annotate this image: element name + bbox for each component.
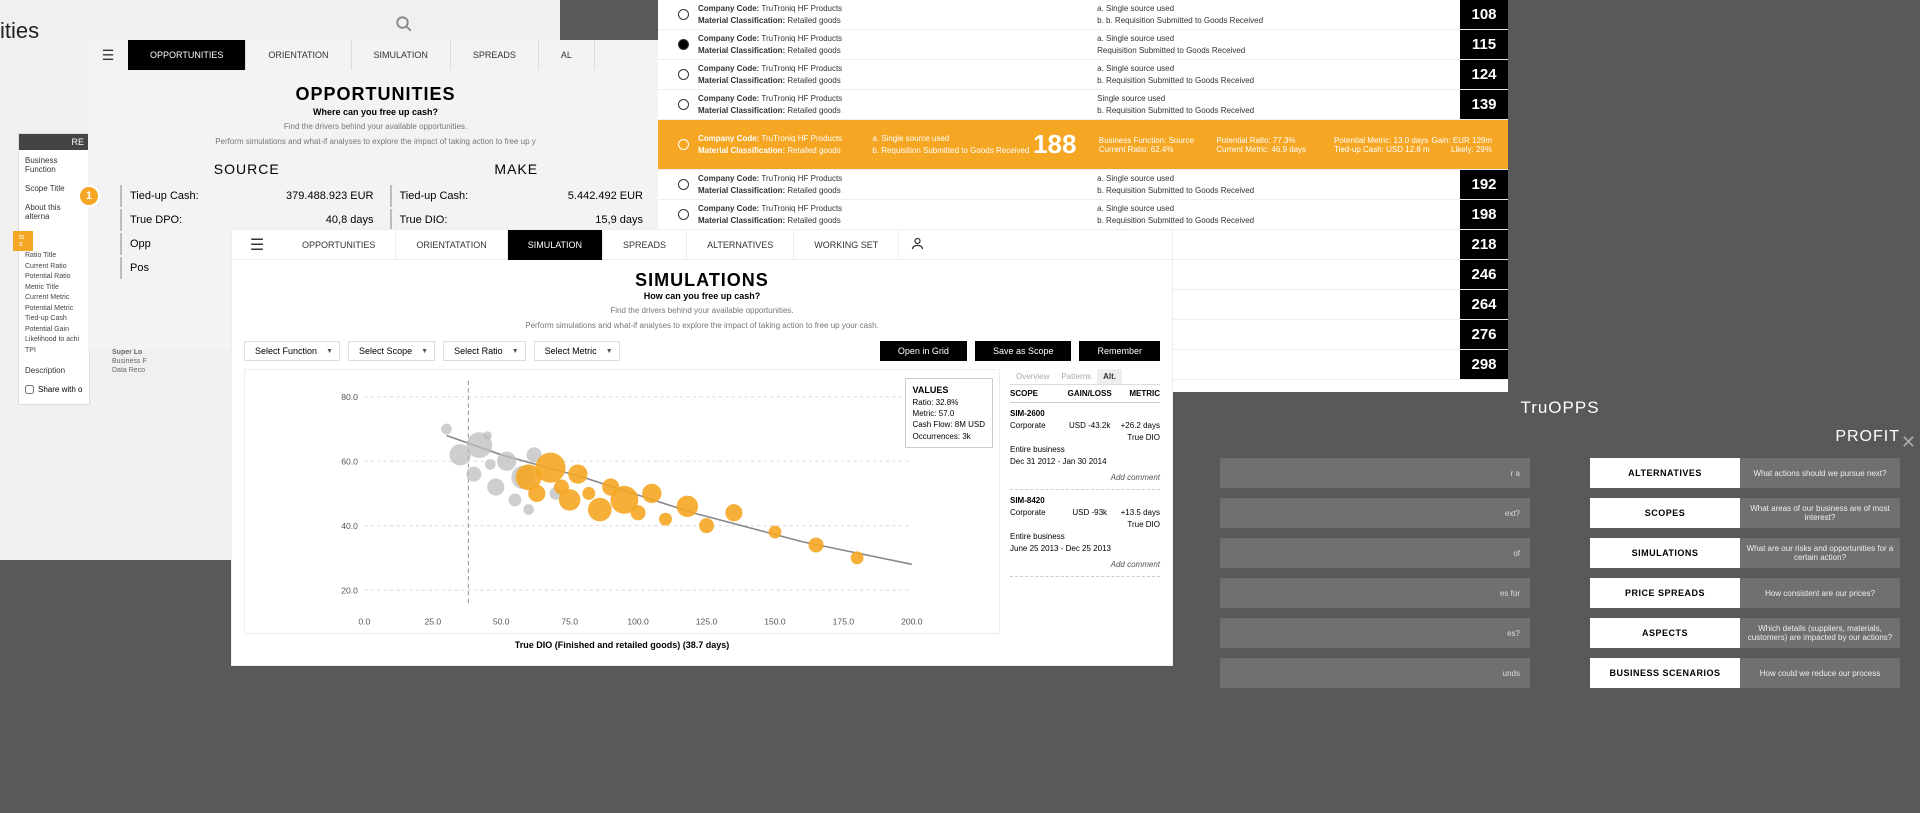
about-label: About this alterna (25, 203, 83, 221)
sim-desc1: Find the drivers behind your available o… (232, 305, 1172, 316)
sim-card[interactable]: SIM-8420 CorporateUSD -93k+13.5 days Tru… (1010, 490, 1160, 577)
req-row[interactable]: Company Code: TruTroniq HF ProductsMater… (658, 90, 1508, 120)
detail-sidebar: RE Business Function Scope Title About t… (18, 133, 90, 405)
svg-text:20.0: 20.0 (341, 586, 358, 596)
select-function[interactable]: Select Function (244, 341, 340, 361)
opp-title: OPPORTUNITIES (88, 84, 663, 105)
side-header: SCOPEGAIN/LOSSMETRIC (1010, 385, 1160, 403)
side-tab-alt[interactable]: Alt. (1097, 369, 1122, 384)
sim-toolbar: Select Function Select Scope Select Rati… (232, 337, 1172, 365)
tab-al[interactable]: AL (539, 40, 595, 70)
svg-text:75.0: 75.0 (561, 617, 578, 627)
sidebar-fields: Ratio TitleCurrent RatioPotential RatioM… (25, 251, 83, 356)
sim-sidepanel: Overview Patterns Alt. SCOPEGAIN/LOSSMET… (1010, 369, 1160, 656)
nav-card[interactable]: BUSINESS SCENARIOSHow could we reduce ou… (1590, 658, 1900, 688)
req-row[interactable]: Company Code: TruTroniq HF ProductsMater… (658, 200, 1508, 230)
req-row-highlighted[interactable]: Company Code: TruTroniq HF ProductsMater… (658, 120, 1508, 170)
side-tab-overview[interactable]: Overview (1010, 369, 1055, 384)
svg-text:60.0: 60.0 (341, 457, 358, 467)
select-scope[interactable]: Select Scope (348, 341, 435, 361)
sidebar-header: RE (19, 134, 89, 150)
svg-text:40.0: 40.0 (341, 521, 358, 531)
tab-simulation[interactable]: SIMULATION (508, 230, 603, 260)
sim-header: SIMULATIONS How can you free up cash? Fi… (232, 260, 1172, 337)
remember-button[interactable]: Remember (1079, 341, 1160, 361)
tab-spreads[interactable]: SPREADS (603, 230, 687, 260)
side-tabs: Overview Patterns Alt. (1010, 369, 1160, 385)
tab-alternatives[interactable]: ALTERNATIVES (687, 230, 794, 260)
hint-card: r a (1220, 458, 1530, 488)
hint-card: es? (1220, 618, 1530, 648)
scope-label: Scope Title (25, 184, 83, 193)
svg-text:175.0: 175.0 (833, 617, 855, 627)
tab-spreads[interactable]: SPREADS (451, 40, 539, 70)
sim-title: SIMULATIONS (232, 270, 1172, 291)
hint-card: unds (1220, 658, 1530, 688)
search-icon[interactable] (395, 15, 413, 38)
chart-tooltip: VALUES Ratio: 32.8% Metric: 57.0 Cash Fl… (905, 378, 993, 447)
sim-nav: ☰ OPPORTUNITIES ORIENTATATION SIMULATION… (232, 230, 1172, 260)
tab-simulation[interactable]: SIMULATION (352, 40, 451, 70)
nav-card[interactable]: SIMULATIONSWhat are our risks and opport… (1590, 538, 1900, 568)
sim-desc2: Perform simulations and what-if analyses… (232, 320, 1172, 331)
tab-orientation[interactable]: ORIENTATATION (396, 230, 507, 260)
opp-desc2: Perform simulations and what-if analyses… (88, 136, 663, 147)
svg-text:150.0: 150.0 (764, 617, 786, 627)
sim-card[interactable]: SIM-2600 CorporateUSD -43.2k+26.2 days T… (1010, 403, 1160, 490)
sim-sub: How can you free up cash? (232, 291, 1172, 301)
chart-xlabel: True DIO (Finished and retailed goods) (… (244, 634, 1000, 656)
bg-title: ities (0, 18, 39, 44)
svg-text:50.0: 50.0 (493, 617, 510, 627)
svg-text:25.0: 25.0 (424, 617, 441, 627)
menu-icon[interactable]: ☰ (232, 235, 282, 255)
sim-body: 80.0 60.0 40.0 20.0 0.0 25.0 50.0 75.0 100.0 125.… (232, 365, 1172, 656)
simulations-window: ☰ OPPORTUNITIES ORIENTATATION SIMULATION… (232, 230, 1172, 665)
tab-opportunities[interactable]: OPPORTUNITIES (128, 40, 246, 70)
select-metric[interactable]: Select Metric (534, 341, 620, 361)
select-ratio[interactable]: Select Ratio (443, 341, 526, 361)
svg-text:80.0: 80.0 (341, 392, 358, 402)
tab-opportunities[interactable]: OPPORTUNITIES (282, 230, 396, 260)
opp-desc1: Find the drivers behind your available o… (88, 121, 663, 132)
add-comment-link[interactable]: Add comment (1010, 559, 1160, 571)
req-row[interactable]: Company Code: TruTroniq HF ProductsMater… (658, 0, 1508, 30)
profit-label: PROFIT (1835, 428, 1900, 446)
opp-footer: Super LoBusiness FData Reco (112, 348, 147, 375)
step-badge: 1 (78, 185, 100, 207)
bf-label: Business Function (25, 156, 83, 174)
svg-text:100.0: 100.0 (627, 617, 649, 627)
share-row[interactable]: Share with o (25, 385, 83, 394)
sidebar-highlight: tss (13, 231, 33, 251)
tab-orientation[interactable]: ORIENTATION (246, 40, 351, 70)
nav-card[interactable]: ALTERNATIVESWhat actions should we pursu… (1590, 458, 1900, 488)
scatter-chart[interactable]: 80.0 60.0 40.0 20.0 0.0 25.0 50.0 75.0 100.0 125.… (244, 369, 1000, 634)
desc-label: Description (25, 366, 83, 375)
close-icon[interactable]: ✕ (1901, 432, 1916, 453)
svg-text:125.0: 125.0 (696, 617, 718, 627)
req-row[interactable]: Company Code: TruTroniq HF ProductsMater… (658, 170, 1508, 200)
hint-card: es for (1220, 578, 1530, 608)
svg-text:200.0: 200.0 (901, 617, 923, 627)
opp-header: OPPORTUNITIES Where can you free up cash… (88, 70, 663, 155)
add-comment-link[interactable]: Add comment (1010, 472, 1160, 484)
truopps-title: TruOPPS (1200, 398, 1920, 418)
menu-icon[interactable]: ☰ (88, 47, 128, 64)
svg-text:0.0: 0.0 (358, 617, 370, 627)
open-grid-button[interactable]: Open in Grid (880, 341, 967, 361)
share-checkbox[interactable] (25, 385, 34, 394)
hint-card: of (1220, 538, 1530, 568)
user-icon[interactable] (899, 236, 935, 254)
save-scope-button[interactable]: Save as Scope (975, 341, 1072, 361)
req-row[interactable]: Company Code: TruTroniq HF ProductsMater… (658, 60, 1508, 90)
nav-card[interactable]: PRICE SPREADSHow consistent are our pric… (1590, 578, 1900, 608)
hint-card: ext? (1220, 498, 1530, 528)
opp-sub: Where can you free up cash? (88, 107, 663, 117)
nav-card[interactable]: SCOPESWhat areas of our business are of … (1590, 498, 1900, 528)
truopps-panel: TruOPPS PROFIT r a ext? of es for es? unds AL… (1200, 398, 1920, 688)
nav-card[interactable]: ASPECTSWhich details (suppliers, materia… (1590, 618, 1900, 648)
opp-nav: ☰ OPPORTUNITIES ORIENTATION SIMULATION S… (88, 40, 663, 70)
req-row[interactable]: Company Code: TruTroniq HF ProductsMater… (658, 30, 1508, 60)
side-tab-patterns[interactable]: Patterns (1055, 369, 1097, 384)
tab-workingset[interactable]: WORKING SET (794, 230, 899, 260)
